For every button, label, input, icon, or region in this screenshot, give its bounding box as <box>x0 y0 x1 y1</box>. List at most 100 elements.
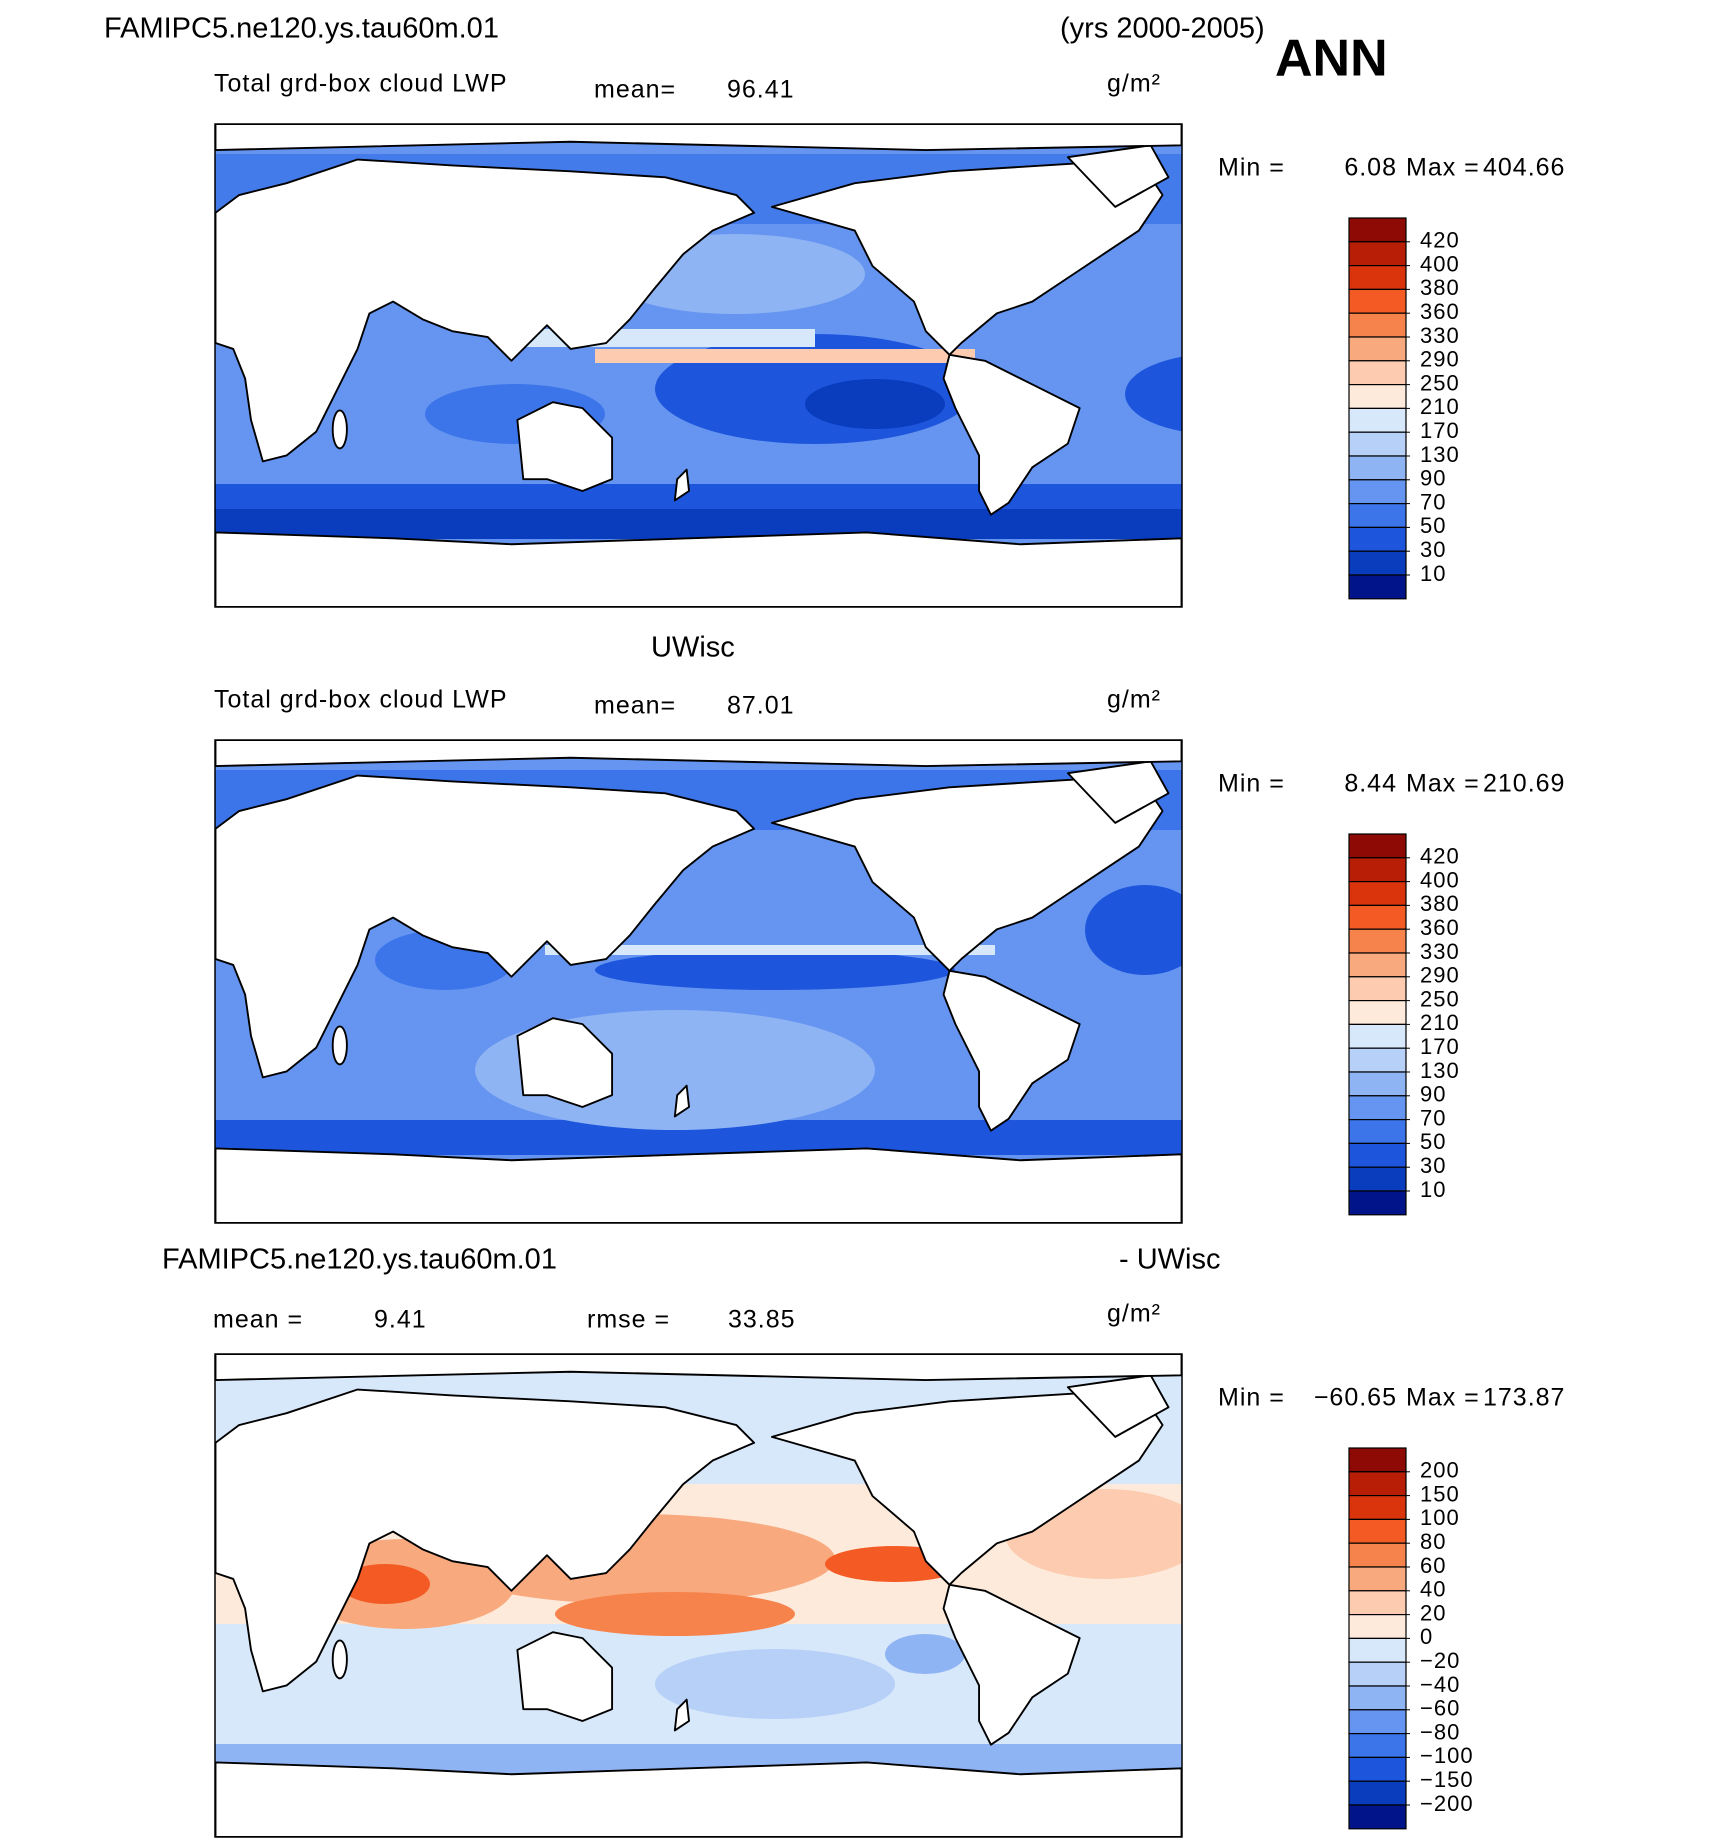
colorbar-box <box>1348 952 1407 978</box>
colorbar-box <box>1348 360 1407 386</box>
colorbar-label: 20 <box>1420 1600 1446 1625</box>
mean-label: mean= <box>594 76 676 104</box>
mean: 9.41 <box>374 1306 427 1334</box>
colorbar-label: −150 <box>1420 1767 1474 1792</box>
colorbar-box <box>1348 1804 1407 1830</box>
colorbar-label: 90 <box>1420 466 1446 491</box>
units: g/m² <box>1107 686 1161 714</box>
colorbar-label: 80 <box>1420 1529 1446 1554</box>
colorbar-label: 100 <box>1420 1505 1460 1530</box>
colorbar-box <box>1348 503 1407 529</box>
colorbar-label: 50 <box>1420 513 1446 538</box>
colorbar-box <box>1348 1095 1407 1121</box>
colorbar-box <box>1348 904 1407 930</box>
colorbar-box <box>1348 1190 1407 1216</box>
colorbar-label: 30 <box>1420 537 1446 562</box>
mean-label: mean = <box>213 1306 303 1334</box>
colorbar-label: −200 <box>1420 1791 1474 1816</box>
colorbar-label: 10 <box>1420 561 1446 586</box>
colorbar-label: −60 <box>1420 1696 1460 1721</box>
colorbar-box <box>1348 833 1407 859</box>
colorbar-label: 420 <box>1420 844 1460 869</box>
colorbar-box <box>1348 479 1407 505</box>
map-frame <box>214 739 1183 1224</box>
min-label: Min = <box>1218 154 1285 182</box>
colorbar-box <box>1348 288 1407 314</box>
colorbar-box <box>1348 1494 1407 1520</box>
colorbar-label: 210 <box>1420 394 1460 419</box>
max: 210.69 <box>1483 770 1565 798</box>
colorbar-box <box>1348 1142 1407 1168</box>
map-frame <box>214 1353 1183 1838</box>
colorbar-box <box>1348 1023 1407 1049</box>
colorbar-box <box>1348 336 1407 362</box>
colorbar-label: 60 <box>1420 1553 1446 1578</box>
colorbar-box <box>1348 312 1407 338</box>
colorbar-label: 10 <box>1420 1177 1446 1202</box>
colorbar-box <box>1348 1590 1407 1616</box>
colorbar-box <box>1348 1732 1407 1758</box>
map-frame <box>214 123 1183 608</box>
colorbar-box <box>1348 455 1407 481</box>
subtitle: Total grd-box cloud LWP <box>214 686 508 714</box>
colorbar-box <box>1348 574 1407 600</box>
max-label: Max = <box>1406 1384 1480 1412</box>
colorbar-box <box>1348 526 1407 552</box>
colorbar-box <box>1348 1071 1407 1097</box>
map <box>215 1354 1182 1837</box>
min: −60.65 <box>1314 1384 1397 1412</box>
colorbar-box <box>1348 1166 1407 1192</box>
colorbar-label: 90 <box>1420 1082 1446 1107</box>
units: g/m² <box>1107 70 1161 98</box>
title: FAMIPC5.ne120.ys.tau60m.01 <box>162 1244 557 1276</box>
colorbar-label: 330 <box>1420 939 1460 964</box>
colorbar-label: −40 <box>1420 1672 1460 1697</box>
colorbar-box <box>1348 241 1407 267</box>
colorbar-label: 290 <box>1420 963 1460 988</box>
header-right: (yrs 2000-2005) <box>1060 13 1265 45</box>
colorbar-box <box>1348 407 1407 433</box>
rmse: 33.85 <box>728 1306 796 1334</box>
colorbar-box <box>1348 1518 1407 1544</box>
colorbar-box <box>1348 1709 1407 1735</box>
colorbar-box <box>1348 857 1407 883</box>
colorbar-label: 380 <box>1420 891 1460 916</box>
colorbar-box <box>1348 1047 1407 1073</box>
min: 6.08 <box>1344 154 1397 182</box>
colorbar-box <box>1348 880 1407 906</box>
mean: 96.41 <box>727 76 795 104</box>
colorbar-label: 50 <box>1420 1129 1446 1154</box>
colorbar-box <box>1348 1471 1407 1497</box>
season: ANN <box>1275 30 1388 88</box>
colorbar-label: 360 <box>1420 299 1460 324</box>
colorbar-label: 380 <box>1420 275 1460 300</box>
colorbar-label: 70 <box>1420 1105 1446 1130</box>
colorbar-box <box>1348 1118 1407 1144</box>
units: g/m² <box>1107 1300 1161 1328</box>
colorbar-label: 0 <box>1420 1624 1433 1649</box>
colorbar-box <box>1348 1447 1407 1473</box>
colorbar-label: 250 <box>1420 986 1460 1011</box>
colorbar-box <box>1348 1637 1407 1663</box>
colorbar-label: 400 <box>1420 867 1460 892</box>
colorbar-box <box>1348 1780 1407 1806</box>
colorbar-box <box>1348 1685 1407 1711</box>
rmse-label: rmse = <box>587 1306 670 1334</box>
colorbar-box <box>1348 217 1407 243</box>
colorbar-box <box>1348 431 1407 457</box>
colorbar-box <box>1348 384 1407 410</box>
colorbar-label: 420 <box>1420 228 1460 253</box>
min-label: Min = <box>1218 770 1285 798</box>
colorbar-label: −100 <box>1420 1743 1474 1768</box>
header-left: FAMIPC5.ne120.ys.tau60m.01 <box>104 13 499 45</box>
colorbar-label: 130 <box>1420 1058 1460 1083</box>
subtitle: Total grd-box cloud LWP <box>214 70 508 98</box>
colorbar-box <box>1348 999 1407 1025</box>
colorbar-label: 40 <box>1420 1577 1446 1602</box>
colorbar-box <box>1348 1661 1407 1687</box>
colorbar-label: 150 <box>1420 1481 1460 1506</box>
colorbar-label: −80 <box>1420 1719 1460 1744</box>
max: 173.87 <box>1483 1384 1565 1412</box>
colorbar-label: 200 <box>1420 1458 1460 1483</box>
